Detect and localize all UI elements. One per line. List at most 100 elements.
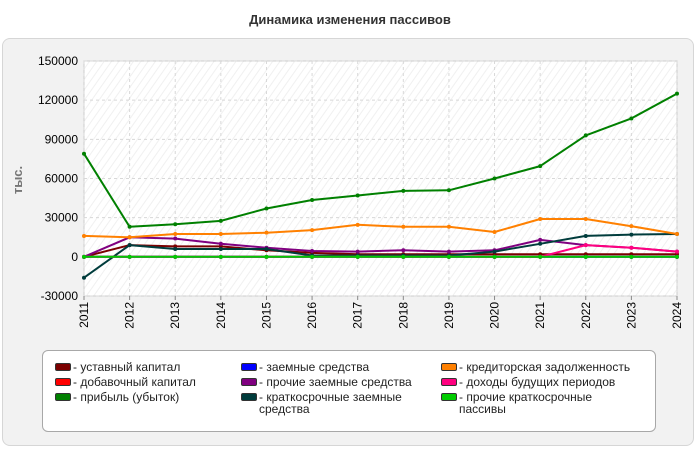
x-tick-label: 2020 <box>488 302 502 329</box>
y-axis-label: тыс. <box>10 166 25 194</box>
data-point <box>82 151 86 156</box>
data-point <box>310 248 315 253</box>
legend-swatch <box>241 378 257 386</box>
data-point <box>492 254 497 259</box>
legend-swatch <box>241 393 257 401</box>
data-point <box>538 164 543 169</box>
axes: -30000 0 30000 60000 90000 120000 150000 2011 20… <box>38 54 684 329</box>
data-point <box>538 216 543 221</box>
data-point <box>218 254 223 259</box>
series-line <box>83 236 678 258</box>
legend-swatch <box>441 393 457 401</box>
y-tick-label: 60000 <box>45 172 79 186</box>
data-point <box>675 249 679 254</box>
data-point <box>82 254 86 259</box>
legend-swatch <box>55 363 71 371</box>
x-tick-label: 2011 <box>77 302 91 328</box>
data-point <box>401 224 406 229</box>
data-point <box>310 228 315 233</box>
data-point <box>218 247 223 251</box>
data-point <box>355 249 360 254</box>
x-tick-label: 2018 <box>396 302 410 329</box>
y-tick-label: 90000 <box>45 132 79 146</box>
data-point <box>264 206 269 211</box>
data-point <box>446 254 451 259</box>
legend-label: - прибыль (убыток) <box>73 390 180 404</box>
legend-swatch <box>55 393 71 401</box>
legend-swatch <box>55 378 71 386</box>
data-point <box>629 245 634 250</box>
chart-legend: - уставный капитал - добавочный капитал - … <box>42 350 656 432</box>
data-point <box>264 247 269 251</box>
data-point <box>173 231 178 236</box>
legend-label: - уставный капитал <box>73 360 181 374</box>
data-point <box>173 222 178 227</box>
x-tick-label: 2019 <box>442 302 456 329</box>
data-point <box>310 254 315 259</box>
data-point <box>173 236 178 241</box>
legend-label: - добавочный капитал <box>73 375 196 389</box>
x-tick-label: 2014 <box>214 302 228 329</box>
legend-swatch <box>441 378 457 386</box>
data-point <box>355 193 360 198</box>
data-point <box>492 176 497 181</box>
data-point <box>173 254 178 259</box>
legend-swatch <box>441 363 457 371</box>
data-point <box>127 254 132 259</box>
y-tick-label: 30000 <box>45 211 79 225</box>
data-point <box>583 133 588 138</box>
data-point <box>82 275 86 280</box>
data-point <box>82 233 86 238</box>
data-point <box>401 254 406 259</box>
data-point <box>264 230 269 235</box>
data-point <box>583 216 588 221</box>
data-point <box>538 254 543 259</box>
legend-label: - прочие заемные средства <box>259 375 412 389</box>
series-line <box>83 92 678 228</box>
data-point <box>583 233 588 238</box>
x-tick-label: 2013 <box>168 302 182 329</box>
series-line <box>83 233 678 279</box>
data-point <box>629 232 634 237</box>
grid-lines <box>83 60 678 297</box>
series-2 <box>82 91 679 229</box>
data-point <box>355 254 360 259</box>
legend-label: - прочие краткосрочные пассивы <box>459 390 593 416</box>
data-point <box>675 91 679 96</box>
legend-label: - кредиторская задолженность <box>459 360 631 374</box>
data-point <box>401 248 406 253</box>
series-lines <box>82 91 679 280</box>
y-tick-label: -30000 <box>41 289 79 303</box>
data-point <box>538 237 543 242</box>
series-line <box>83 244 677 258</box>
data-point <box>401 188 406 193</box>
data-point <box>583 254 588 259</box>
data-point <box>492 230 497 235</box>
data-point <box>310 198 315 203</box>
x-tick-label: 2024 <box>670 302 684 329</box>
data-point <box>446 249 451 254</box>
data-point <box>173 247 178 251</box>
data-point <box>264 254 269 259</box>
data-point <box>629 254 634 259</box>
series-line <box>83 218 678 239</box>
data-point <box>127 243 132 248</box>
legend-swatch <box>241 363 257 371</box>
x-tick-label: 2016 <box>305 302 319 329</box>
data-point <box>538 241 543 246</box>
series-8 <box>82 254 679 259</box>
legend-label: - доходы будущих периодов <box>459 375 616 389</box>
data-point <box>355 222 360 227</box>
data-point <box>629 224 634 229</box>
data-point <box>629 116 634 121</box>
chart-title: Динамика изменения пассивов <box>249 12 451 27</box>
y-tick-label: 120000 <box>38 93 78 107</box>
data-point <box>446 224 451 229</box>
data-point <box>127 224 132 229</box>
x-tick-label: 2021 <box>533 302 547 329</box>
data-point <box>218 231 223 236</box>
data-point <box>218 218 223 223</box>
data-point <box>675 231 679 236</box>
data-point <box>446 188 451 193</box>
